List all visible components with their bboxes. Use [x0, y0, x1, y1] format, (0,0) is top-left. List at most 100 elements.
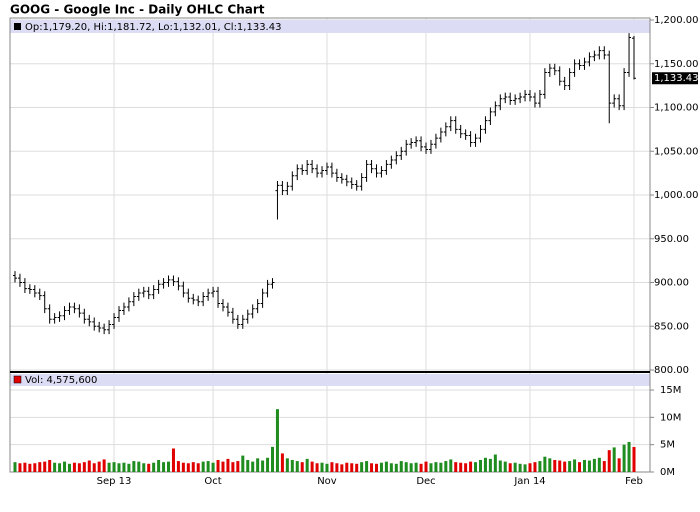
- volume-bar: [82, 462, 86, 472]
- volume-bar: [434, 462, 438, 472]
- volume-bar: [112, 462, 116, 472]
- last-price-box: [652, 72, 698, 85]
- volume-bar: [483, 457, 487, 472]
- volume-bar: [394, 463, 398, 472]
- volume-bar: [612, 447, 616, 472]
- volume-bar: [162, 462, 166, 472]
- volume-bar: [478, 459, 482, 472]
- volume-bar: [63, 461, 67, 472]
- volume-bar: [340, 464, 344, 472]
- grid: [10, 18, 650, 473]
- y-tick-label: 1,100.00: [654, 103, 699, 114]
- volume-bar: [58, 463, 62, 472]
- volume-bar: [503, 461, 507, 472]
- volume-legend-strip: [10, 374, 650, 386]
- volume-bar: [325, 463, 329, 472]
- volume-bar: [310, 461, 314, 472]
- volume-bar: [488, 458, 492, 472]
- volume-bar: [335, 463, 339, 472]
- volume-bar: [330, 462, 334, 472]
- volume-bar: [543, 456, 547, 472]
- volume-bar: [578, 462, 582, 472]
- volume-bar: [137, 461, 141, 472]
- volume-bar: [285, 458, 289, 472]
- volume-bar: [23, 462, 27, 472]
- volume-bar: [464, 463, 468, 472]
- x-tick-label: Dec: [416, 476, 435, 487]
- y-tick-label: 950.00: [654, 234, 689, 245]
- volume-bar: [280, 453, 284, 472]
- volume-bar: [231, 462, 235, 472]
- volume-bar: [513, 462, 517, 472]
- y-tick-label: 15M: [660, 385, 681, 396]
- volume-bar: [573, 459, 577, 472]
- y-tick-label: 1,000.00: [654, 190, 699, 201]
- y-tick-label: 5M: [660, 440, 675, 451]
- volume-bar: [191, 462, 195, 472]
- volume-bar: [350, 463, 354, 472]
- volume-bar: [147, 463, 151, 472]
- y-tick-label: 1,150.00: [654, 59, 699, 70]
- volume-bar: [399, 461, 403, 472]
- volume-bar: [261, 460, 265, 472]
- volume-bar: [469, 461, 473, 472]
- volume-bar: [275, 409, 279, 472]
- y-tick-label: 800.00: [654, 365, 689, 376]
- volume-bar: [558, 460, 562, 472]
- volume-bar: [226, 458, 230, 472]
- volume-bar: [518, 463, 522, 472]
- volume-bar: [533, 462, 537, 472]
- volume-bar: [355, 463, 359, 472]
- volume-bar: [38, 462, 42, 472]
- chart-title: GOOG - Google Inc - Daily OHLC Chart: [10, 3, 265, 17]
- volume-bar: [117, 463, 121, 472]
- volume-bar: [379, 462, 383, 472]
- volume-bar: [389, 463, 393, 472]
- volume-bar: [592, 458, 596, 472]
- volume-bar: [607, 450, 611, 472]
- x-tick-label: Sep 13: [97, 476, 132, 487]
- price-legend: Op:1,179.20, Hi:1,181.72, Lo:1,132.01, C…: [25, 22, 281, 33]
- volume-bar: [33, 463, 37, 472]
- y-tick-label: 900.00: [654, 278, 689, 289]
- volume-bar: [587, 460, 591, 472]
- volume-bar: [102, 459, 106, 472]
- volume-bar: [127, 463, 131, 472]
- volume-bar: [439, 462, 443, 472]
- volume-bar: [617, 458, 621, 472]
- volume-bar: [548, 458, 552, 472]
- volume-bar: [43, 461, 47, 472]
- volume-bar: [345, 462, 349, 472]
- volume-bar: [498, 460, 502, 472]
- volume-bar: [201, 461, 205, 472]
- volume-bar: [409, 463, 413, 472]
- volume-bar: [449, 459, 453, 472]
- plot-frame: [9, 17, 651, 473]
- volume-bar: [627, 441, 631, 472]
- volume-bar: [365, 461, 369, 472]
- volume-bar: [300, 462, 304, 472]
- volume-bar: [429, 463, 433, 472]
- volume-bar: [424, 461, 428, 472]
- y-tick-label: 10M: [660, 412, 681, 423]
- volume-bar: [315, 463, 319, 472]
- volume-bar: [92, 463, 96, 472]
- volume-bar: [602, 461, 606, 472]
- volume-bar: [508, 463, 512, 472]
- volume-bar: [246, 459, 250, 472]
- volume-bar: [186, 463, 190, 472]
- volume-bar: [251, 461, 255, 472]
- volume-bar: [87, 460, 91, 472]
- volume-bar: [290, 459, 294, 472]
- volume-legend: Vol: 4,575,600: [25, 375, 97, 386]
- x-tick-label: Nov: [317, 476, 337, 487]
- volume-bar: [28, 463, 32, 472]
- volume-bar: [622, 444, 626, 472]
- volume-bar: [211, 462, 215, 472]
- y-tick-label: 1,200.00: [654, 15, 699, 26]
- y-tick-label: 0M: [660, 467, 675, 478]
- volume-bar: [206, 461, 210, 472]
- volume-bar: [152, 462, 156, 472]
- volume-bar: [523, 464, 527, 472]
- volume-bar: [107, 462, 111, 472]
